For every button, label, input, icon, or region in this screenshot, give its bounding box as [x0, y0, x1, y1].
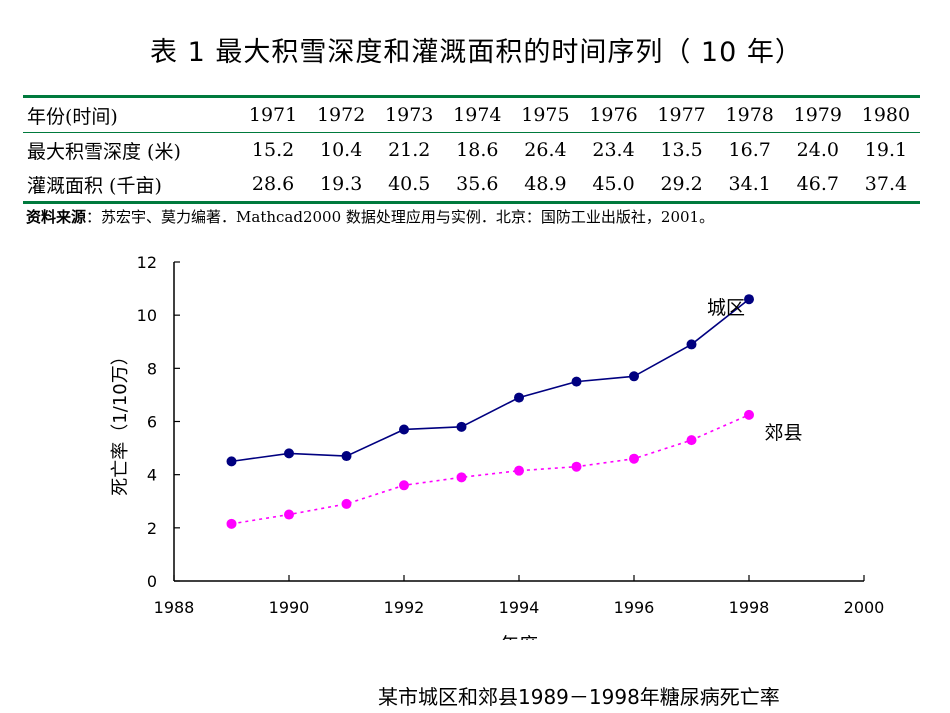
- urban-data-point: [686, 339, 697, 350]
- table-cell: 45.0: [592, 173, 635, 195]
- data-table: 年份(时间) 1971 1972 1973 1974 1975 1976 197…: [23, 95, 920, 204]
- table-header-row: 年份(时间) 1971 1972 1973 1974 1975 1976 197…: [23, 98, 920, 133]
- year-cell: 1972: [307, 98, 376, 133]
- suburban-data-point: [226, 518, 237, 529]
- y-axis-label: 死亡率（1/10万）: [110, 347, 131, 495]
- year-cell: 1973: [375, 98, 444, 133]
- suburban-data-point: [399, 480, 409, 491]
- x-tick-label: 1996: [614, 598, 655, 617]
- y-tick-label: 8: [147, 359, 157, 378]
- table-cell: 13.5: [660, 139, 703, 161]
- year-cell: 1977: [647, 98, 716, 133]
- table-cell: 19.1: [864, 139, 908, 161]
- y-tick-label: 0: [147, 572, 157, 591]
- year-cell: 1980: [851, 98, 920, 133]
- source-label: 资料来源: [26, 208, 87, 226]
- suburban-data-point: [456, 472, 467, 483]
- table-cell: 40.5: [388, 173, 431, 195]
- table-cell: 23.4: [592, 139, 635, 161]
- x-tick-label: 2000: [844, 598, 885, 617]
- table-cell: 15.2: [251, 139, 295, 161]
- urban-series-line: [231, 298, 750, 463]
- y-tick-label: 4: [147, 466, 157, 485]
- suburban-data-point: [744, 409, 754, 420]
- table-cell: 16.7: [728, 139, 771, 161]
- table-cell: 21.2: [388, 139, 431, 161]
- table-row-snow-depth: 最大积雪深度 (米) 15.2 10.4 21.2 18.6 26.4 23.4…: [23, 133, 920, 168]
- x-tick-label: 1998: [729, 598, 770, 617]
- suburban-series-line: [231, 414, 750, 525]
- year-cell: 1976: [579, 98, 648, 133]
- table-cell: 46.7: [796, 173, 839, 195]
- urban-data-point: [399, 424, 409, 435]
- table-cell: 35.6: [456, 173, 499, 195]
- table-cell: 37.4: [864, 173, 908, 195]
- urban-data-point: [456, 421, 467, 432]
- year-cell: 1979: [783, 98, 852, 133]
- table-row-irrigation: 灌溉面积 (千亩) 28.6 19.3 40.5 35.6 48.9 45.0 …: [23, 167, 920, 201]
- row-label: 最大积雪深度 (米): [27, 140, 181, 163]
- y-tick-label: 2: [147, 519, 157, 538]
- row-label: 灌溉面积 (千亩): [27, 174, 162, 197]
- x-tick-label: 1990: [269, 598, 310, 617]
- table-cell: 34.1: [728, 173, 771, 195]
- table-cell: 10.4: [319, 139, 363, 161]
- table-cell: 48.9: [524, 173, 567, 195]
- suburban-data-point: [571, 461, 582, 472]
- year-cell: 1978: [715, 98, 784, 133]
- urban-data-point: [744, 294, 754, 305]
- year-cell: 1974: [443, 98, 512, 133]
- table-cell: 19.3: [319, 173, 363, 195]
- year-cell: 1971: [239, 98, 308, 133]
- suburban-data-point: [514, 465, 524, 476]
- y-tick-label: 10: [137, 306, 157, 325]
- urban-data-point: [341, 451, 352, 462]
- mortality-chart: 0 2 4 6 8 10 12 1988 1990 1992 1994 1996 1998 2000 年度 死…: [110, 253, 885, 640]
- header-label: 年份(时间): [23, 98, 239, 133]
- table-cell: 26.4: [524, 139, 567, 161]
- table-cell: 24.0: [796, 139, 839, 161]
- x-tick-label: 1994: [499, 598, 540, 617]
- y-tick-label: 6: [147, 413, 157, 432]
- x-axis-label: 年度: [500, 634, 538, 640]
- urban-data-point: [514, 392, 524, 403]
- suburban-data-point: [629, 453, 639, 464]
- table-cell: 28.6: [251, 173, 295, 195]
- table-cell: 29.2: [660, 173, 703, 195]
- table-bottom-rule: [23, 201, 920, 204]
- table-title: 表 1 最大积雪深度和灌溉面积的时间序列（ 10 年）: [150, 37, 803, 68]
- urban-series-label: 城区: [707, 297, 745, 319]
- urban-data-point: [629, 371, 639, 382]
- urban-data-point: [226, 456, 237, 467]
- x-tick-label: 1992: [384, 598, 425, 617]
- suburban-data-point: [284, 509, 294, 520]
- table-top-rule: [23, 95, 920, 98]
- x-tick-label: 1988: [154, 598, 195, 617]
- urban-data-point: [571, 376, 582, 387]
- urban-data-point: [284, 448, 294, 459]
- suburban-data-point: [341, 498, 352, 509]
- source-note: 资料来源：苏宏宇、莫力编著．Mathcad2000 数据处理应用与实例．北京：国…: [26, 206, 714, 227]
- source-text: ：苏宏宇、莫力编著．Mathcad2000 数据处理应用与实例．北京：国防工业出…: [86, 208, 715, 226]
- suburban-data-point: [686, 435, 697, 446]
- year-cell: 1975: [511, 98, 580, 133]
- y-tick-label: 12: [137, 253, 157, 272]
- table-cell: 18.6: [456, 139, 499, 161]
- chart-caption: 某市城区和郊县1989－1998年糖尿病死亡率: [378, 685, 780, 709]
- suburban-series-label: 郊县: [764, 422, 802, 444]
